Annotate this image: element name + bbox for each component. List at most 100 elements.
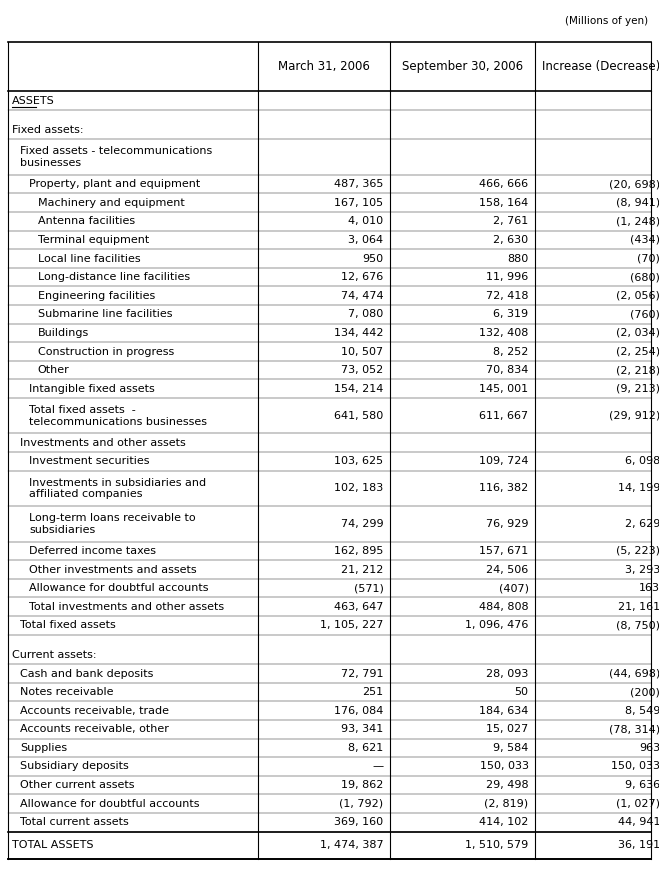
Text: 9, 636: 9, 636 — [625, 780, 659, 790]
Text: 10, 507: 10, 507 — [341, 347, 384, 356]
Text: 74, 299: 74, 299 — [341, 519, 384, 529]
Text: 2, 629: 2, 629 — [625, 519, 659, 529]
Text: (2, 254): (2, 254) — [616, 347, 659, 356]
Text: 369, 160: 369, 160 — [334, 817, 384, 827]
Text: 3, 293: 3, 293 — [625, 565, 659, 574]
Text: (680): (680) — [631, 272, 659, 282]
Text: 251: 251 — [362, 687, 384, 697]
Text: 463, 647: 463, 647 — [334, 601, 384, 612]
Text: (434): (434) — [630, 235, 659, 245]
Text: Deferred income taxes: Deferred income taxes — [29, 546, 156, 556]
Text: 184, 634: 184, 634 — [479, 706, 529, 716]
Text: (8, 750): (8, 750) — [616, 620, 659, 630]
Text: (2, 056): (2, 056) — [616, 291, 659, 301]
Text: telecommunications businesses: telecommunications businesses — [29, 416, 207, 427]
Text: 76, 929: 76, 929 — [486, 519, 529, 529]
Text: subsidiaries: subsidiaries — [29, 525, 96, 534]
Text: Total fixed assets  -: Total fixed assets - — [29, 405, 136, 415]
Text: 11, 996: 11, 996 — [486, 272, 529, 282]
Text: (2, 034): (2, 034) — [616, 328, 659, 338]
Text: Long-term loans receivable to: Long-term loans receivable to — [29, 513, 196, 523]
Text: 21, 161: 21, 161 — [618, 601, 659, 612]
Text: (78, 314): (78, 314) — [609, 724, 659, 734]
Text: 157, 671: 157, 671 — [479, 546, 529, 556]
Text: Fixed assets:: Fixed assets: — [12, 125, 83, 135]
Text: 12, 676: 12, 676 — [341, 272, 384, 282]
Text: Long-distance line facilities: Long-distance line facilities — [38, 272, 190, 282]
Text: Fixed assets - telecommunications: Fixed assets - telecommunications — [20, 146, 213, 156]
Text: (407): (407) — [498, 583, 529, 594]
Text: 134, 442: 134, 442 — [334, 328, 384, 338]
Text: 150, 033: 150, 033 — [480, 761, 529, 772]
Text: 72, 791: 72, 791 — [341, 668, 384, 679]
Text: Accounts receivable, trade: Accounts receivable, trade — [20, 706, 169, 716]
Text: 93, 341: 93, 341 — [341, 724, 384, 734]
Text: 116, 382: 116, 382 — [479, 483, 529, 494]
Text: Accounts receivable, other: Accounts receivable, other — [20, 724, 169, 734]
Text: Investment securities: Investment securities — [29, 456, 150, 467]
Text: Current assets:: Current assets: — [12, 650, 96, 660]
Text: affiliated companies: affiliated companies — [29, 489, 142, 500]
Text: 1, 474, 387: 1, 474, 387 — [320, 840, 384, 850]
Text: 8, 549: 8, 549 — [625, 706, 659, 716]
Text: 963: 963 — [639, 743, 659, 753]
Text: 611, 667: 611, 667 — [479, 411, 529, 421]
Text: 158, 164: 158, 164 — [479, 198, 529, 208]
Text: 4, 010: 4, 010 — [349, 216, 384, 227]
Text: 487, 365: 487, 365 — [334, 179, 384, 189]
Text: 44, 941: 44, 941 — [618, 817, 659, 827]
Text: Property, plant and equipment: Property, plant and equipment — [29, 179, 200, 189]
Text: 9, 584: 9, 584 — [493, 743, 529, 753]
Text: 880: 880 — [507, 254, 529, 263]
Text: 15, 027: 15, 027 — [486, 724, 529, 734]
Text: 154, 214: 154, 214 — [334, 384, 384, 394]
Text: ASSETS: ASSETS — [12, 96, 55, 105]
Text: (20, 698): (20, 698) — [609, 179, 659, 189]
Text: 3, 064: 3, 064 — [349, 235, 384, 245]
Text: 28, 093: 28, 093 — [486, 668, 529, 679]
Text: Notes receivable: Notes receivable — [20, 687, 114, 697]
Text: (1, 792): (1, 792) — [339, 799, 384, 809]
Text: (1, 248): (1, 248) — [616, 216, 659, 227]
Text: March 31, 2006: March 31, 2006 — [278, 60, 370, 73]
Text: 6, 098: 6, 098 — [625, 456, 659, 467]
Text: Investments in subsidiaries and: Investments in subsidiaries and — [29, 478, 206, 488]
Text: 24, 506: 24, 506 — [486, 565, 529, 574]
Text: 2, 761: 2, 761 — [494, 216, 529, 227]
Text: 36, 191: 36, 191 — [618, 840, 659, 850]
Text: 414, 102: 414, 102 — [479, 817, 529, 827]
Text: Allowance for doubtful accounts: Allowance for doubtful accounts — [20, 799, 200, 809]
Text: Intangible fixed assets: Intangible fixed assets — [29, 384, 155, 394]
Text: (760): (760) — [631, 309, 659, 319]
Text: (44, 698): (44, 698) — [609, 668, 659, 679]
Text: Total current assets: Total current assets — [20, 817, 129, 827]
Text: Other current assets: Other current assets — [20, 780, 135, 790]
Text: Construction in progress: Construction in progress — [38, 347, 174, 356]
Text: 102, 183: 102, 183 — [334, 483, 384, 494]
Text: Other investments and assets: Other investments and assets — [29, 565, 196, 574]
Text: (9, 213): (9, 213) — [616, 384, 659, 394]
Text: (70): (70) — [637, 254, 659, 263]
Text: 167, 105: 167, 105 — [334, 198, 384, 208]
Text: 466, 666: 466, 666 — [479, 179, 529, 189]
Text: 74, 474: 74, 474 — [341, 291, 384, 301]
Text: 1, 510, 579: 1, 510, 579 — [465, 840, 529, 850]
Text: 150, 033: 150, 033 — [612, 761, 659, 772]
Text: (Millions of yen): (Millions of yen) — [565, 16, 648, 26]
Text: 109, 724: 109, 724 — [479, 456, 529, 467]
Text: 8, 621: 8, 621 — [349, 743, 384, 753]
Text: (2, 819): (2, 819) — [484, 799, 529, 809]
Text: 50: 50 — [515, 687, 529, 697]
Text: September 30, 2006: September 30, 2006 — [402, 60, 523, 73]
Text: Cash and bank deposits: Cash and bank deposits — [20, 668, 154, 679]
Text: 641, 580: 641, 580 — [334, 411, 384, 421]
Text: Investments and other assets: Investments and other assets — [20, 438, 186, 448]
Text: 1, 105, 227: 1, 105, 227 — [320, 620, 384, 630]
Text: businesses: businesses — [20, 158, 82, 168]
Text: (1, 027): (1, 027) — [616, 799, 659, 809]
Text: Increase (Decrease): Increase (Decrease) — [542, 60, 659, 73]
Text: (200): (200) — [631, 687, 659, 697]
Text: 6, 319: 6, 319 — [494, 309, 529, 319]
Text: 14, 199: 14, 199 — [618, 483, 659, 494]
Text: (571): (571) — [354, 583, 384, 594]
